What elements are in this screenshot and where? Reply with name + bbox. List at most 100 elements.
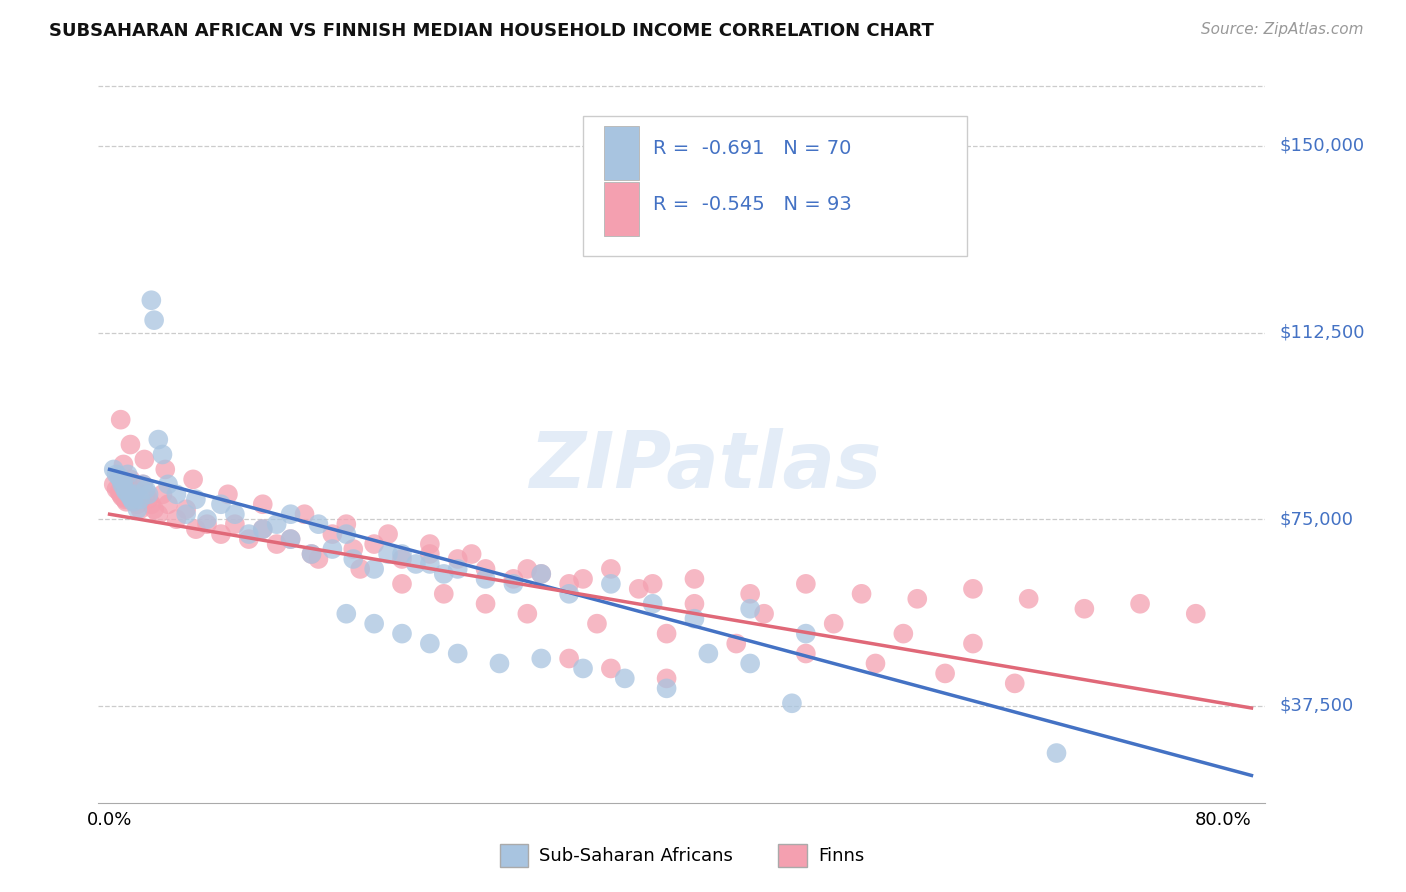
Point bbox=[134, 452, 156, 467]
Point bbox=[447, 562, 470, 576]
Point bbox=[110, 412, 132, 426]
Text: R =  -0.545   N = 93: R = -0.545 N = 93 bbox=[654, 195, 852, 214]
Point bbox=[558, 651, 581, 665]
Point bbox=[108, 470, 131, 484]
Point bbox=[120, 490, 142, 504]
Point bbox=[118, 492, 141, 507]
Point bbox=[115, 495, 138, 509]
Point bbox=[110, 487, 132, 501]
Point bbox=[307, 552, 329, 566]
Point bbox=[103, 462, 125, 476]
Point bbox=[157, 477, 180, 491]
Point bbox=[217, 487, 239, 501]
Point bbox=[794, 626, 817, 640]
Text: ZIPatlas: ZIPatlas bbox=[529, 428, 882, 504]
Point bbox=[419, 557, 441, 571]
Point bbox=[129, 492, 152, 507]
Point bbox=[252, 497, 274, 511]
Point bbox=[599, 661, 621, 675]
Point bbox=[238, 527, 260, 541]
Text: $150,000: $150,000 bbox=[1279, 137, 1364, 155]
Point bbox=[1018, 591, 1040, 606]
Point bbox=[377, 547, 399, 561]
Point bbox=[474, 597, 496, 611]
Point bbox=[586, 616, 609, 631]
Point bbox=[558, 587, 581, 601]
Point bbox=[613, 672, 636, 686]
Point bbox=[115, 484, 138, 499]
Point bbox=[174, 507, 197, 521]
Point bbox=[447, 647, 470, 661]
Point bbox=[794, 577, 817, 591]
Point bbox=[135, 487, 157, 501]
Point bbox=[112, 475, 135, 489]
Point bbox=[391, 577, 413, 591]
Point bbox=[209, 527, 232, 541]
Point bbox=[391, 552, 413, 566]
Point bbox=[224, 517, 246, 532]
Point bbox=[865, 657, 887, 671]
Point bbox=[307, 517, 329, 532]
Point bbox=[165, 512, 187, 526]
Point bbox=[266, 537, 288, 551]
Point bbox=[138, 487, 160, 501]
Point bbox=[335, 607, 357, 621]
Text: R =  -0.691   N = 70: R = -0.691 N = 70 bbox=[654, 139, 852, 158]
Point bbox=[599, 562, 621, 576]
Point bbox=[516, 607, 538, 621]
Point bbox=[143, 313, 166, 327]
Point bbox=[120, 437, 142, 451]
Point bbox=[474, 562, 496, 576]
Point bbox=[181, 472, 204, 486]
Point bbox=[530, 566, 553, 581]
Point bbox=[641, 577, 664, 591]
Point bbox=[363, 616, 385, 631]
Point bbox=[301, 547, 323, 561]
Point bbox=[391, 626, 413, 640]
Point bbox=[321, 542, 343, 557]
Point bbox=[391, 547, 413, 561]
Point bbox=[335, 527, 357, 541]
Point bbox=[124, 483, 146, 497]
Point bbox=[502, 572, 524, 586]
Point bbox=[111, 490, 134, 504]
Point bbox=[209, 497, 232, 511]
Point bbox=[114, 483, 136, 497]
Text: SUBSAHARAN AFRICAN VS FINNISH MEDIAN HOUSEHOLD INCOME CORRELATION CHART: SUBSAHARAN AFRICAN VS FINNISH MEDIAN HOU… bbox=[49, 22, 934, 40]
Point bbox=[655, 672, 678, 686]
Point bbox=[335, 517, 357, 532]
Point bbox=[1004, 676, 1026, 690]
Point bbox=[823, 616, 845, 631]
Point bbox=[363, 562, 385, 576]
Point bbox=[655, 626, 678, 640]
Point bbox=[740, 587, 762, 601]
Point bbox=[752, 607, 775, 621]
Point bbox=[143, 502, 166, 516]
Point bbox=[122, 490, 145, 504]
Point bbox=[280, 532, 302, 546]
Point bbox=[105, 467, 128, 482]
Point bbox=[530, 651, 553, 665]
Text: $112,500: $112,500 bbox=[1279, 324, 1365, 342]
Point bbox=[111, 477, 134, 491]
Point bbox=[148, 433, 170, 447]
Point bbox=[405, 557, 427, 571]
Point bbox=[342, 542, 364, 557]
Point bbox=[152, 487, 174, 501]
Point bbox=[195, 512, 218, 526]
Point bbox=[252, 522, 274, 536]
Point bbox=[121, 492, 143, 507]
Point bbox=[135, 483, 157, 497]
Point bbox=[132, 477, 155, 491]
Point bbox=[349, 562, 371, 576]
Point bbox=[433, 566, 456, 581]
Text: $75,000: $75,000 bbox=[1279, 510, 1354, 528]
Point bbox=[891, 626, 914, 640]
Point bbox=[141, 293, 163, 308]
Point bbox=[780, 696, 803, 710]
Point bbox=[516, 562, 538, 576]
Point bbox=[725, 636, 748, 650]
Point bbox=[112, 458, 135, 472]
Point bbox=[655, 681, 678, 696]
Point bbox=[905, 591, 928, 606]
